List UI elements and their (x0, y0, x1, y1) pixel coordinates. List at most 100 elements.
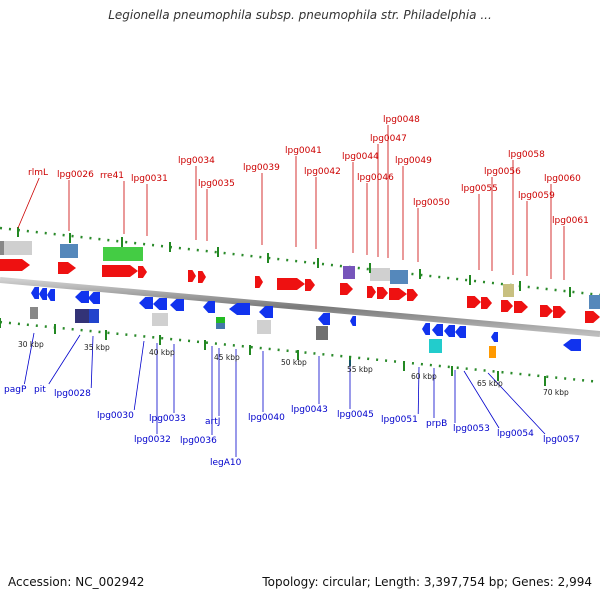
gene-arrow-forward (514, 301, 528, 313)
tick-label: 35 kbp (84, 343, 110, 352)
gene-label-lpg0058: lpg0058 (508, 150, 545, 160)
genome-backbone (0, 277, 600, 337)
genome-title: Legionella pneumophila subsp. pneumophil… (108, 8, 492, 22)
rna-feature (103, 247, 143, 261)
gene-arrow-forward (138, 266, 147, 278)
leader-line (463, 370, 500, 429)
gene-label-lpg0036: lpg0036 (180, 436, 217, 446)
gene-arrow-forward (585, 311, 600, 323)
rna-feature (0, 241, 32, 255)
gene-track (0, 241, 600, 358)
gene-arrow-reverse (432, 324, 443, 336)
leader-line (487, 372, 546, 435)
gene-label-lpg0054: lpg0054 (497, 429, 534, 439)
rna-feature (152, 313, 168, 326)
rna-feature (589, 295, 600, 309)
rna-feature (429, 339, 442, 353)
gene-arrow-reverse (203, 301, 215, 313)
gene-arrow-forward (305, 279, 315, 291)
gene-arrow-forward (0, 259, 30, 271)
gene-label-lpg0030: lpg0030 (97, 411, 134, 421)
gene-label-prpB: prpB (426, 419, 447, 429)
gene-label-lpg0055: lpg0055 (461, 184, 498, 194)
gene-label-lpg0061: lpg0061 (552, 216, 589, 226)
gene-arrow-forward (389, 288, 407, 300)
gene-label-legA10: legA10 (210, 458, 242, 468)
gene-arrow-reverse (47, 289, 55, 301)
gene-arrow-reverse (318, 313, 330, 325)
rna-feature (503, 284, 514, 297)
gene-arrow-reverse (229, 303, 250, 315)
gene-arrow-forward (277, 278, 305, 290)
gene-arrow-forward (255, 276, 263, 288)
gene-arrow-reverse (422, 323, 430, 335)
rna-feature (390, 270, 408, 284)
rna-feature (316, 326, 328, 340)
gene-arrow-reverse (75, 291, 89, 303)
gene-label-lpg0051: lpg0051 (381, 415, 418, 425)
gene-label-lpg0049: lpg0049 (395, 156, 432, 166)
tick-label: 50 kbp (281, 358, 307, 367)
gene-label-lpg0045: lpg0045 (337, 410, 374, 420)
tick-label: 55 kbp (347, 365, 373, 374)
rna-feature (370, 268, 390, 281)
gene-label-lpg0031: lpg0031 (131, 174, 168, 184)
accession-text: Accession: NC_002942 (8, 575, 145, 589)
gene-label-lpg0050: lpg0050 (413, 198, 450, 208)
gene-arrow-forward (501, 300, 513, 312)
gene-arrow-forward (340, 283, 353, 295)
leader-line (17, 177, 40, 229)
gene-label-pit: pit (34, 385, 46, 395)
leader-line (417, 366, 420, 415)
gene-label-lpg0040: lpg0040 (248, 413, 285, 423)
gene-arrow-reverse (491, 332, 498, 342)
gene-label-rlmL: rlmL (28, 168, 48, 178)
leader-line (90, 335, 94, 389)
gene-label-pagP: pagP (4, 385, 27, 395)
major-ticks (0, 227, 571, 386)
tick-label: 45 kbp (214, 353, 240, 362)
gene-arrow-reverse (259, 306, 273, 318)
gene-label-artJ: artJ (205, 417, 220, 427)
gene-label-lpg0035: lpg0035 (198, 179, 235, 189)
gene-arrow-reverse (350, 316, 356, 326)
rna-feature (89, 309, 99, 323)
gene-label-lpg0039: lpg0039 (243, 163, 280, 173)
gene-label-lpg0047: lpg0047 (370, 134, 407, 144)
gene-label-lpg0034: lpg0034 (178, 156, 215, 166)
gene-arrow-reverse (153, 298, 167, 310)
gene-label-lpg0042: lpg0042 (304, 167, 341, 177)
gene-label-lpg0043: lpg0043 (291, 405, 328, 415)
gene-arrow-reverse (563, 339, 581, 351)
gene-label-lpg0059: lpg0059 (518, 191, 555, 201)
rna-feature (30, 307, 38, 319)
gene-labels: rlmL lpg0026 rre41 lpg0031 lpg0034 lpg0035 lpg… (4, 115, 589, 468)
gene-label-lpg0026: lpg0026 (57, 170, 94, 180)
gene-label-lpg0057: lpg0057 (543, 435, 580, 445)
gene-arrow-forward (481, 297, 492, 309)
gene-arrow-forward (553, 306, 566, 318)
gene-arrow-forward (377, 287, 388, 299)
gene-arrow-reverse (170, 299, 184, 311)
tick-label: 30 kbp (18, 340, 44, 349)
gene-label-lpg0033: lpg0033 (149, 414, 186, 424)
leader-line (48, 334, 81, 385)
gene-arrow-reverse (39, 288, 47, 300)
tick-label: 70 kbp (543, 388, 569, 397)
label-leaders (17, 125, 565, 457)
gene-label-rre41: rre41 (100, 171, 124, 181)
gene-arrow-reverse (88, 292, 100, 304)
gene-arrow-forward (540, 305, 553, 317)
upper-scale-line (0, 226, 600, 297)
gene-arrow-forward (198, 271, 206, 283)
gene-label-lpg0056: lpg0056 (484, 167, 521, 177)
gene-label-lpg0060: lpg0060 (544, 174, 581, 184)
gene-arrow-reverse (31, 287, 39, 299)
gene-arrow-forward (407, 289, 418, 301)
rna-feature (216, 317, 225, 323)
gene-label-lpg0046: lpg0046 (357, 173, 394, 183)
gene-arrow-forward (58, 262, 76, 274)
rna-feature (343, 266, 355, 279)
gene-label-lpg0044: lpg0044 (342, 152, 379, 162)
